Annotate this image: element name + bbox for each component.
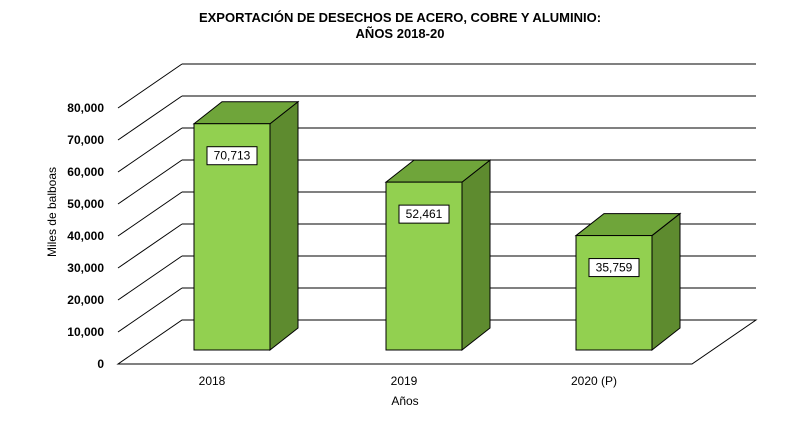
- gridline-side: [117, 159, 183, 205]
- data-label: 70,713: [214, 149, 251, 163]
- chart-title: EXPORTACIÓN DE DESECHOS DE ACERO, COBRE …: [199, 10, 601, 25]
- y-tick-label: 40,000: [67, 229, 104, 243]
- x-axis-ticks: 2018 2019 2020 (P): [199, 374, 617, 388]
- bar-side: [269, 100, 299, 352]
- data-label: 52,461: [406, 207, 443, 221]
- gridline-side: [117, 127, 183, 173]
- gridline-side: [117, 287, 183, 333]
- data-label-box: [398, 204, 450, 224]
- x-tick-label: 2018: [199, 374, 226, 388]
- y-tick-label: 20,000: [67, 293, 104, 307]
- gridline-side: [117, 255, 183, 301]
- bars: 70,713 52,461 35,759: [192, 100, 682, 352]
- x-tick-label: 2020 (P): [571, 374, 617, 388]
- x-tick-label: 2019: [391, 374, 418, 388]
- y-tick-label: 0: [97, 357, 104, 371]
- x-axis-label: Años: [391, 394, 418, 408]
- y-axis-label: Miles de balboas: [45, 167, 59, 257]
- y-tick-label: 60,000: [67, 165, 104, 179]
- bar: 35,759: [574, 212, 682, 352]
- y-tick-label: 80,000: [67, 101, 104, 115]
- bar: 70,713: [192, 100, 300, 352]
- bar-side: [461, 159, 491, 352]
- gridline-side: [117, 63, 183, 109]
- gridline-side: [117, 223, 183, 269]
- bar-front: [575, 235, 653, 351]
- chart-subtitle: AÑOS 2018-20: [356, 26, 445, 41]
- y-axis-ticks: 0 10,000 20,000 30,000 40,000 50,000 60,000 70,…: [67, 101, 104, 371]
- y-tick-label: 50,000: [67, 197, 104, 211]
- data-label-box: [206, 146, 258, 166]
- data-label: 35,759: [596, 261, 633, 275]
- floor: [116, 319, 758, 365]
- y-tick-label: 30,000: [67, 261, 104, 275]
- bar-side: [651, 212, 681, 352]
- plot-walls: [116, 319, 758, 365]
- gridline-side: [117, 191, 183, 237]
- y-tick-label: 70,000: [67, 133, 104, 147]
- gridline-side: [117, 95, 183, 141]
- data-label-box: [588, 258, 640, 278]
- y-tick-label: 10,000: [67, 325, 104, 339]
- bar: 52,461: [384, 159, 492, 352]
